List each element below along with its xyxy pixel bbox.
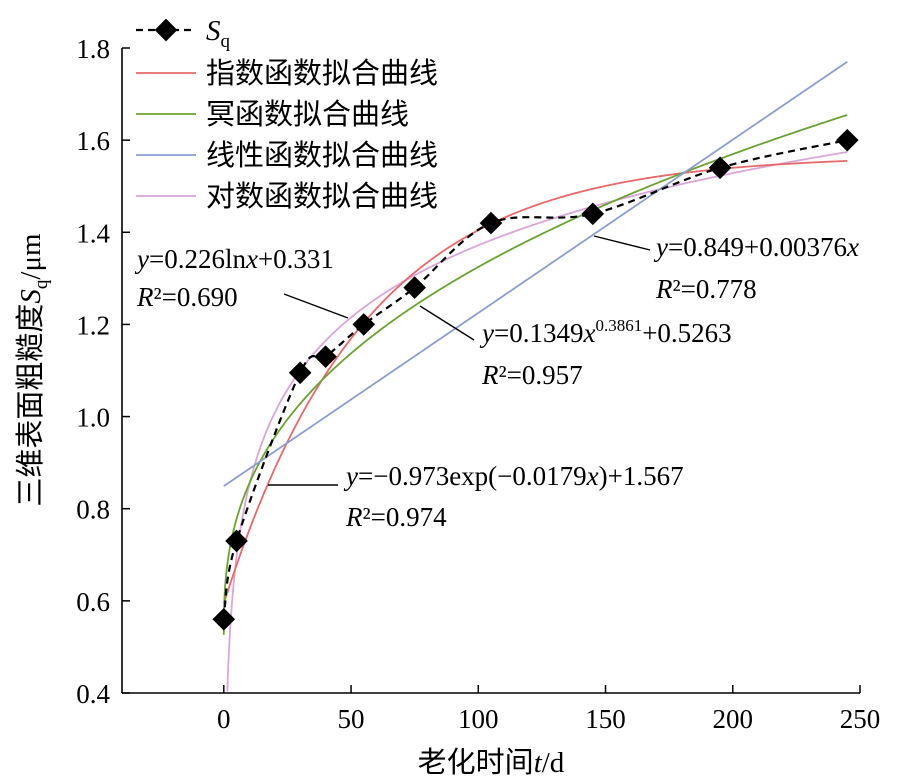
leader-log: [283, 293, 349, 319]
legend-label-exp: 指数函数拟合曲线: [206, 57, 438, 90]
x-ticks: 0 50 100 150 200 250: [217, 685, 880, 734]
y-tick-label: 1.0: [76, 403, 110, 433]
y-tick-label: 1.6: [76, 126, 110, 156]
y-tick-label: 1.4: [76, 218, 110, 248]
legend-label-log: 对数函数拟合曲线: [206, 180, 438, 213]
equation-lin: y=0.849+0.00376x: [653, 232, 859, 262]
y-tick-label: 0.4: [76, 679, 110, 709]
x-tick-label: 150: [585, 704, 626, 734]
equation-annotations: y=0.226lnx+0.331 R²=0.690 y=0.1349x0.386…: [134, 232, 859, 532]
fit-curve-exp: [222, 160, 848, 604]
x-tick-label: 100: [458, 704, 499, 734]
data-point: [479, 211, 503, 235]
y-tick-label: 1.2: [76, 310, 110, 340]
data-point: [288, 361, 312, 385]
data-point: [403, 276, 426, 299]
r2-log: R²=0.690: [136, 282, 238, 312]
leader-pow: [419, 305, 475, 341]
leader-lin: [593, 235, 651, 251]
axes: [121, 48, 860, 694]
x-tick-label: 250: [840, 704, 881, 734]
trend-line-sq: [222, 139, 848, 620]
y-ticks: 0.4 0.6 0.8 1.0 1.2 1.4 1.6 1.8: [76, 34, 130, 709]
x-tick-label: 200: [713, 704, 754, 734]
legend-label-pow: 冥函数拟合曲线: [206, 98, 409, 131]
data-point: [314, 345, 337, 368]
sq-data-points: [212, 128, 859, 631]
equation-log: y=0.226lnx+0.331: [134, 244, 334, 274]
fit-curves: [222, 60, 848, 692]
data-point: [225, 529, 248, 553]
r2-lin: R²=0.778: [655, 274, 757, 304]
y-tick-label: 0.8: [76, 495, 110, 525]
data-point: [835, 128, 859, 152]
legend-marker-sq: [154, 18, 178, 42]
y-axis-title: 三维表面粗糙度Sq/μm: [14, 233, 52, 507]
x-tick-label: 0: [217, 704, 231, 734]
x-tick-label: 50: [338, 704, 365, 734]
legend-label-lin: 线性函数拟合曲线: [206, 139, 438, 172]
x-axis-title: 老化时间t/d: [418, 746, 565, 779]
y-tick-label: 0.6: [76, 587, 110, 617]
r2-exp: R²=0.974: [345, 502, 447, 532]
fit-curve-lin: [223, 60, 848, 487]
data-point: [352, 313, 376, 336]
legend-label-sq: Sq: [206, 15, 231, 52]
fit-curve-log: [226, 151, 848, 692]
y-tick-label: 1.8: [76, 34, 110, 64]
data-point: [708, 156, 732, 180]
equation-exp: y=−0.973exp(−0.0179x)+1.567: [343, 461, 684, 491]
equation-pow: y=0.1349x0.3861+0.5263: [479, 316, 732, 348]
r2-pow: R²=0.957: [481, 360, 583, 390]
